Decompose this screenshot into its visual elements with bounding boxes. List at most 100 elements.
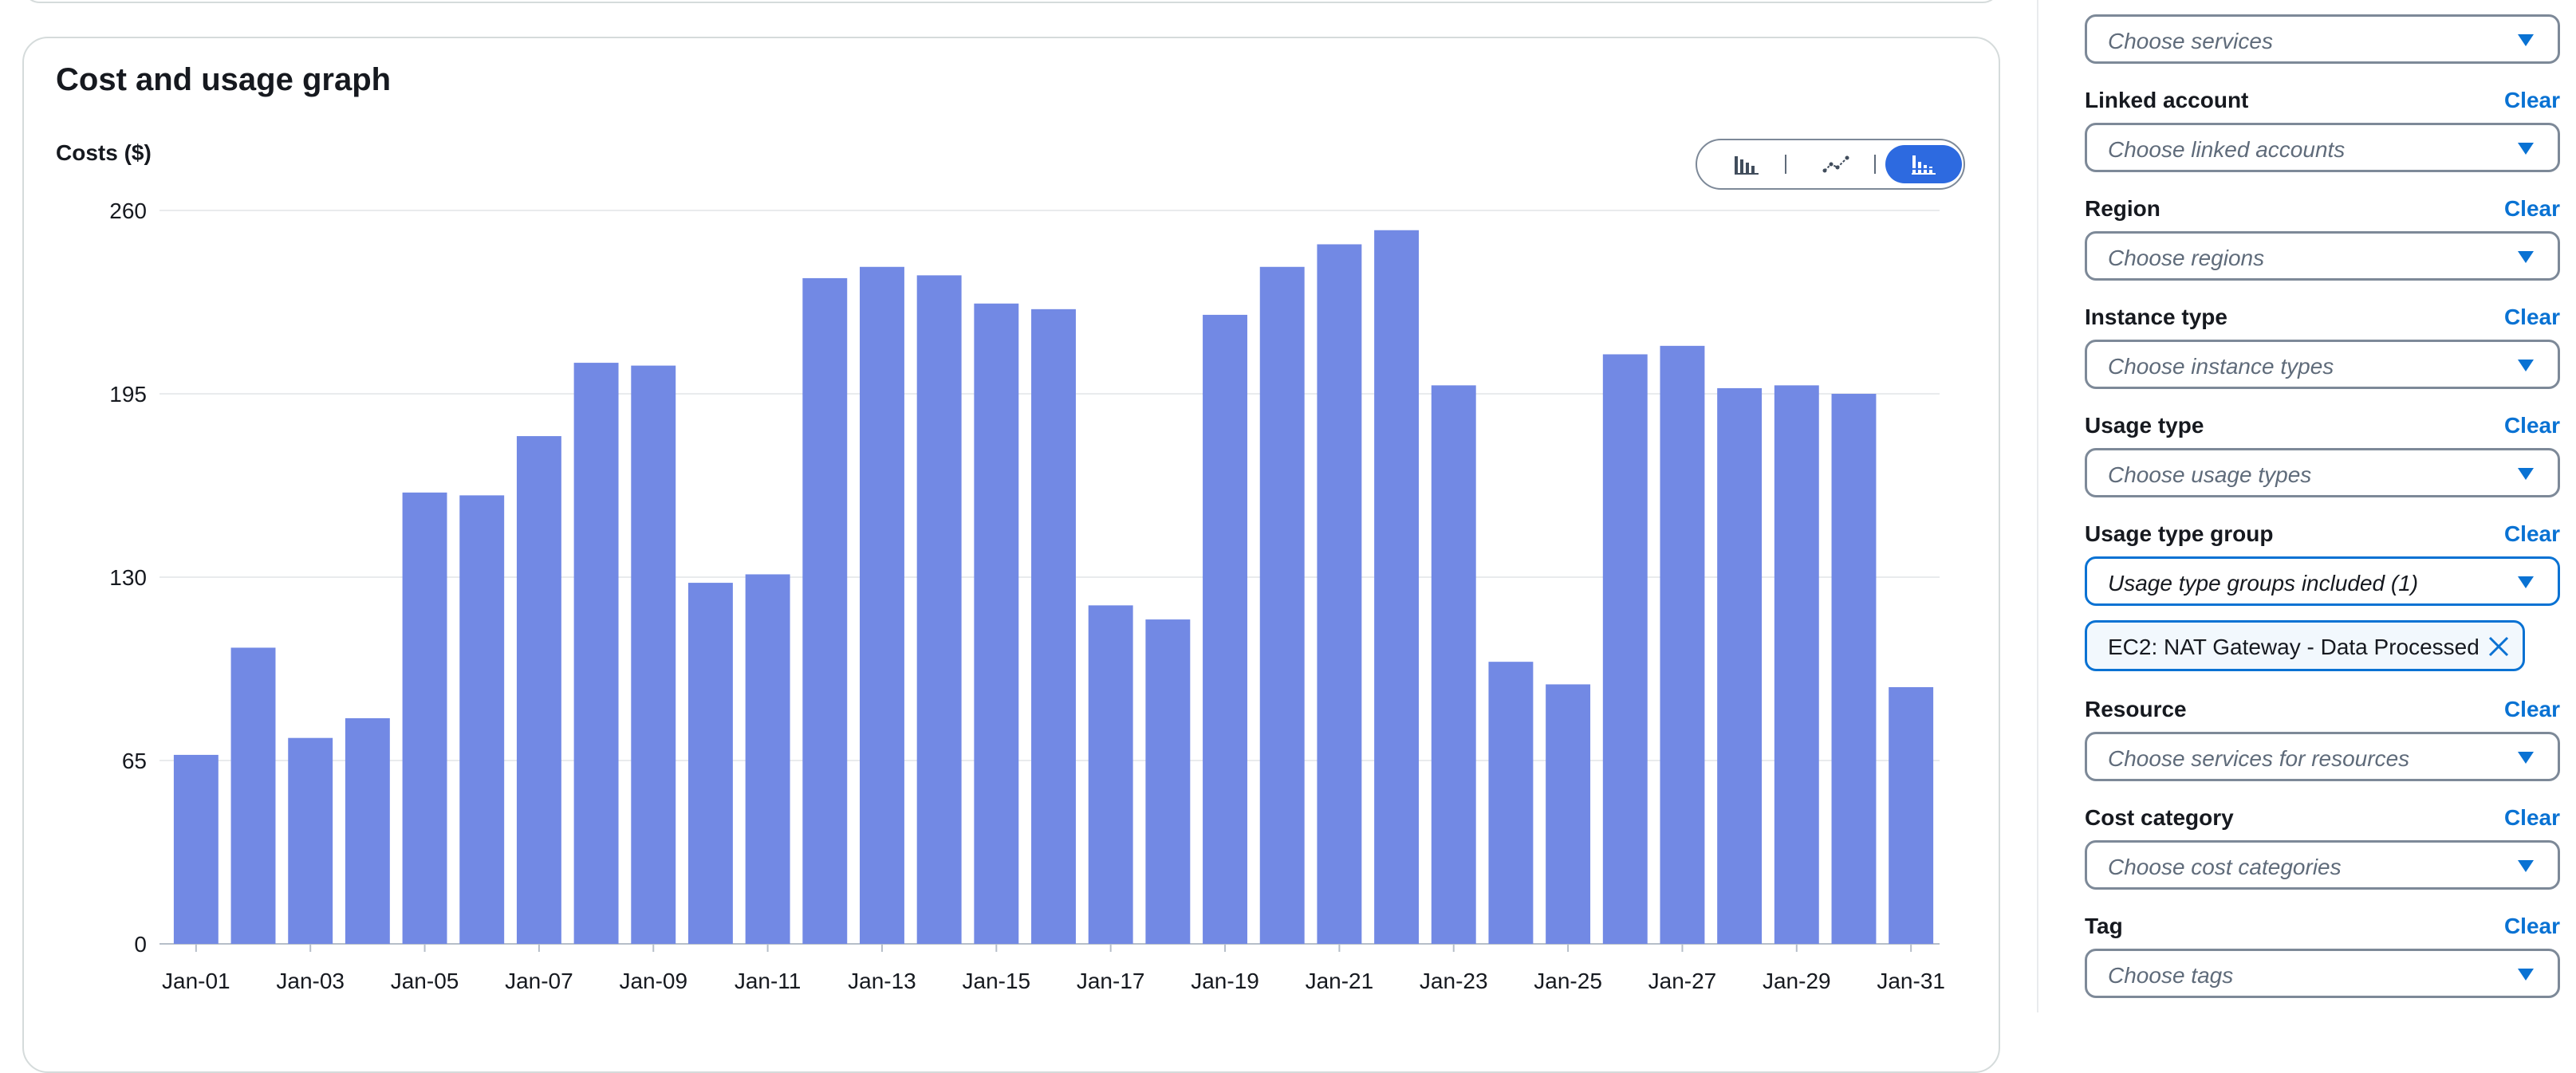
usage-type-group-select[interactable]: Usage type groups included (1)	[2085, 556, 2560, 606]
bar-Jan-08[interactable]	[573, 363, 619, 945]
bar-chart-toggle-button[interactable]	[1708, 145, 1785, 183]
x-tick-label: Jan-07	[505, 969, 573, 993]
remove-token-button[interactable]	[2486, 634, 2511, 659]
cost-category-label: Cost category	[2085, 805, 2234, 830]
resource-placeholder: Choose services for resources	[2108, 746, 2410, 771]
bar-Jan-14[interactable]	[916, 275, 962, 944]
usage-type-group-clear-link[interactable]: Clear	[2503, 521, 2560, 546]
bar-Jan-26[interactable]	[1602, 354, 1648, 944]
resource-clear-link[interactable]: Clear	[2503, 697, 2560, 721]
linked-account-clear-link[interactable]: Clear	[2503, 88, 2560, 112]
bar-Jan-01[interactable]	[173, 754, 219, 944]
cost-category-clear-link[interactable]: Clear	[2503, 805, 2560, 830]
x-tick-label: Jan-31	[1877, 969, 1945, 993]
bar-Jan-12[interactable]	[802, 277, 848, 944]
x-tick-label: Jan-03	[276, 969, 345, 993]
stacked-bar-chart-toggle-button[interactable]	[1885, 145, 1962, 183]
bar-Jan-15[interactable]	[974, 303, 1019, 944]
bar-Jan-28[interactable]	[1717, 387, 1763, 944]
bar-Jan-22[interactable]	[1374, 230, 1420, 944]
x-tick-label: Jan-23	[1420, 969, 1488, 993]
instance-type-label: Instance type	[2085, 305, 2227, 329]
close-icon	[2488, 636, 2509, 657]
bar-Jan-31[interactable]	[1889, 687, 1934, 944]
x-tick-label: Jan-01	[162, 969, 230, 993]
bar-Jan-02[interactable]	[230, 647, 276, 944]
tag-placeholder: Choose tags	[2108, 963, 2234, 988]
linked-account-select[interactable]: Choose linked accounts	[2085, 123, 2560, 172]
bar-Jan-17[interactable]	[1088, 605, 1133, 944]
caret-down-icon	[2518, 360, 2534, 371]
x-tick-label: Jan-29	[1763, 969, 1831, 993]
bar-Jan-03[interactable]	[288, 737, 333, 944]
cost-category-placeholder: Choose cost categories	[2108, 855, 2342, 879]
usage-type-clear-link[interactable]: Clear	[2503, 413, 2560, 438]
y-tick-label: 130	[109, 565, 147, 590]
bar-Jan-10[interactable]	[687, 583, 733, 944]
usage-type-label: Usage type	[2085, 413, 2204, 438]
x-tick-label: Jan-09	[619, 969, 687, 993]
bar-Jan-16[interactable]	[1031, 309, 1076, 944]
caret-down-icon	[2518, 143, 2534, 155]
y-axis-title: Costs ($)	[56, 140, 152, 165]
bar-Jan-07[interactable]	[516, 436, 561, 944]
x-tick-label: Jan-19	[1191, 969, 1259, 993]
token-label: EC2: NAT Gateway - Data Processed	[2108, 635, 2479, 659]
chart-type-toggle	[1696, 139, 1965, 190]
line-chart-toggle-button[interactable]	[1798, 145, 1874, 183]
usage-type-group-label: Usage type group	[2085, 521, 2274, 546]
x-tick-label: Jan-17	[1077, 969, 1145, 993]
x-tick-label: Jan-21	[1306, 969, 1374, 993]
region-placeholder: Choose regions	[2108, 246, 2265, 270]
y-tick-label: 260	[109, 198, 147, 223]
bar-Jan-25[interactable]	[1546, 684, 1591, 944]
instance-type-clear-link[interactable]: Clear	[2503, 305, 2560, 329]
tag-select[interactable]: Choose tags	[2085, 949, 2560, 998]
instance-type-placeholder: Choose instance types	[2108, 354, 2334, 379]
bar-Jan-04[interactable]	[345, 717, 390, 944]
bar-Jan-13[interactable]	[860, 266, 904, 944]
usage-type-select[interactable]: Choose usage types	[2085, 448, 2560, 497]
bar-Jan-06[interactable]	[459, 495, 505, 944]
usage-type-group-value: Usage type groups included (1)	[2108, 571, 2419, 595]
x-tick-label: Jan-27	[1648, 969, 1717, 993]
services-select[interactable]: Choose services	[2085, 14, 2560, 64]
bar-Jan-24[interactable]	[1488, 662, 1534, 944]
graph-title: Cost and usage graph	[56, 62, 392, 97]
cost-category-select[interactable]: Choose cost categories	[2085, 840, 2560, 890]
caret-down-icon	[2518, 860, 2534, 872]
bar-Jan-11[interactable]	[745, 574, 790, 944]
resource-label: Resource	[2085, 697, 2187, 721]
x-tick-label: Jan-11	[735, 969, 802, 993]
x-tick-label: Jan-05	[391, 969, 459, 993]
bar-Jan-29[interactable]	[1774, 385, 1819, 944]
region-label: Region	[2085, 196, 2160, 221]
usage-type-placeholder: Choose usage types	[2108, 462, 2312, 487]
caret-down-icon	[2518, 969, 2534, 981]
linked-account-placeholder: Choose linked accounts	[2108, 137, 2346, 162]
bar-Jan-18[interactable]	[1145, 619, 1191, 944]
bar-Jan-19[interactable]	[1203, 314, 1247, 944]
bar-Jan-30[interactable]	[1831, 394, 1877, 944]
cost-usage-bar-chart: 0 65 130 195 260 Jan-01 Jan-03 Jan-05 Jan-07 Jan-…	[109, 198, 1945, 993]
region-clear-link[interactable]: Clear	[2503, 196, 2560, 221]
resource-select[interactable]: Choose services for resources	[2085, 732, 2560, 781]
region-select[interactable]: Choose regions	[2085, 231, 2560, 281]
line-chart-icon	[1822, 155, 1849, 173]
instance-type-select[interactable]: Choose instance types	[2085, 340, 2560, 389]
bar-Jan-21[interactable]	[1317, 244, 1362, 944]
y-tick-label: 65	[122, 749, 147, 773]
tag-clear-link[interactable]: Clear	[2503, 914, 2560, 938]
bar-Jan-09[interactable]	[631, 365, 676, 945]
bar-chart-icon	[1735, 156, 1759, 175]
toggle-separator	[1874, 155, 1876, 174]
y-tick-label: 195	[109, 382, 147, 407]
bar-Jan-23[interactable]	[1431, 385, 1476, 944]
bar-Jan-27[interactable]	[1660, 345, 1705, 944]
bar-Jan-05[interactable]	[402, 492, 447, 944]
caret-down-icon	[2518, 752, 2534, 764]
linked-account-label: Linked account	[2085, 88, 2249, 112]
bar-Jan-20[interactable]	[1259, 266, 1305, 944]
x-tick-label: Jan-25	[1534, 969, 1602, 993]
toggle-separator	[1785, 155, 1786, 174]
